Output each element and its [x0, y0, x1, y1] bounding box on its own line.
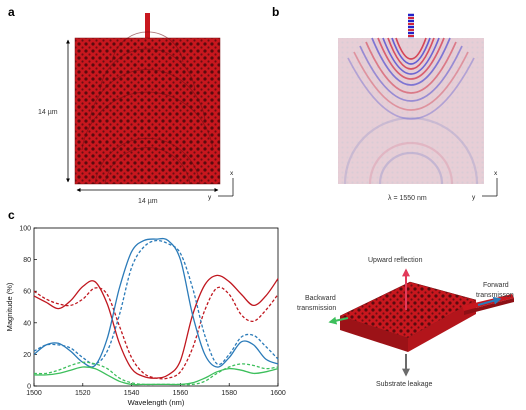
- x-tick-label: 1540: [124, 390, 140, 397]
- backward-transmission-arrow: [328, 316, 349, 325]
- panel-label-b: b: [272, 5, 280, 19]
- forward-label-line1: Forward: [483, 282, 509, 289]
- panel-label-a: a: [8, 5, 15, 19]
- panel-a-device: [74, 13, 221, 185]
- y-tick-label: 40: [23, 320, 31, 327]
- axis-y-label-a: y: [208, 194, 212, 201]
- panel-b-field: [338, 13, 484, 185]
- x-tick-label: 1560: [173, 390, 189, 397]
- y-tick-label: 20: [23, 352, 31, 359]
- wavelength-label: λ = 1550 nm: [388, 195, 427, 202]
- axes-glyph-b: [482, 178, 498, 197]
- series-line-3: [33, 239, 279, 366]
- panel-label-c: c: [8, 208, 15, 222]
- x-tick-label: 1600: [270, 390, 286, 397]
- series-line-0: [33, 274, 279, 379]
- x-axis-title: Wavelength (nm): [128, 398, 185, 407]
- device-3d-illustration: [328, 268, 514, 377]
- series-line-5: [33, 361, 279, 386]
- y-tick-label: 60: [23, 289, 31, 296]
- width-label: 14 µm: [138, 198, 158, 205]
- forward-transmission-arrow: [477, 296, 502, 306]
- y-tick-label: 80: [23, 257, 31, 264]
- x-tick-label: 1520: [75, 390, 91, 397]
- series-line-2: [33, 237, 279, 368]
- spectrum-chart: 1500 1520 1540 1560 1580 1600 0 20 40 60 80 100 Wave…: [5, 226, 286, 408]
- y-axis-title: Magnitude (%): [5, 282, 14, 331]
- backward-label-line2: transmission: [297, 305, 336, 312]
- axes-glyph-a: [218, 178, 234, 197]
- series-line-1: [33, 286, 279, 380]
- axis-y-label-b: y: [472, 194, 476, 201]
- height-label: 14 µm: [38, 109, 58, 116]
- forward-label-line2: transmisson: [476, 292, 514, 299]
- plot-frame: [33, 227, 279, 387]
- x-tick-label: 1500: [26, 390, 42, 397]
- axis-x-label-b: x: [494, 170, 498, 177]
- y-tick-label: 100: [19, 226, 31, 233]
- axis-x-label-a: x: [230, 170, 234, 177]
- substrate-leakage-label: Substrate leakage: [376, 381, 433, 388]
- x-tick-label: 1580: [221, 390, 237, 397]
- backward-label-line1: Backward: [305, 295, 336, 302]
- upward-reflection-label: Upward reflection: [368, 257, 423, 264]
- series-line-4: [33, 366, 279, 386]
- y-tick-label: 0: [27, 384, 31, 391]
